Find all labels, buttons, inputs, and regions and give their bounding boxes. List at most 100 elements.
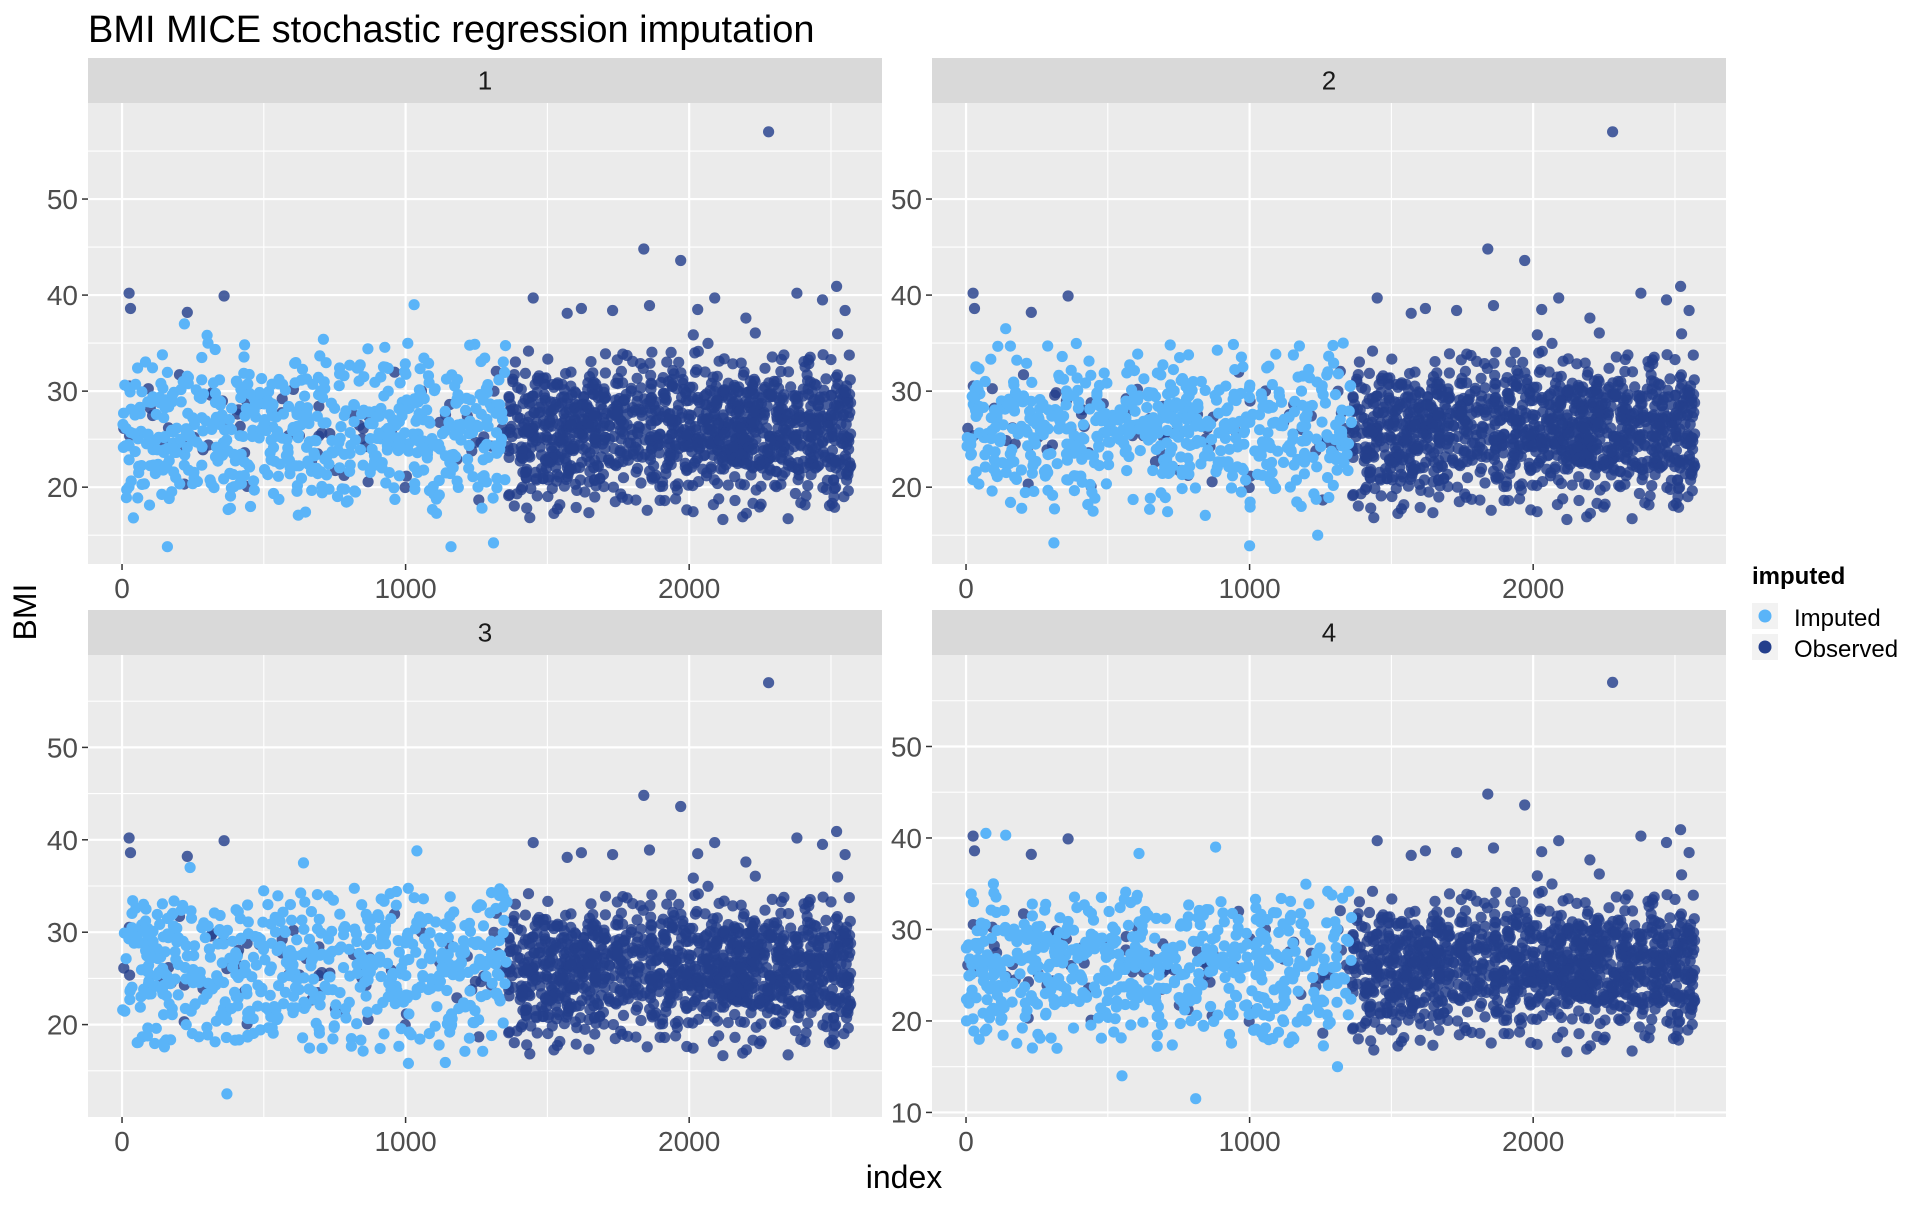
imputed-point	[1321, 369, 1332, 380]
imputed-point	[1278, 457, 1289, 468]
observed-point	[613, 457, 624, 468]
observed-point	[1404, 368, 1415, 379]
imputed-point	[259, 464, 270, 475]
observed-point	[646, 933, 657, 944]
observed-point	[1018, 369, 1029, 380]
observed-point	[1651, 442, 1662, 453]
imputed-point	[1338, 338, 1349, 349]
observed-point	[590, 431, 601, 442]
imputed-point	[1230, 394, 1241, 405]
observed-point	[509, 911, 520, 922]
imputed-point	[1308, 488, 1319, 499]
observed-point	[1627, 513, 1638, 524]
observed-point	[517, 453, 528, 464]
observed-point	[523, 888, 534, 899]
imputed-point	[1068, 390, 1079, 401]
observed-point	[1482, 243, 1493, 254]
observed-point	[1406, 471, 1417, 482]
observed-point	[759, 363, 770, 374]
imputed-point	[1151, 444, 1162, 455]
observed-point	[620, 394, 631, 405]
observed-point	[754, 1038, 765, 1049]
imputed-point	[1244, 540, 1255, 551]
imputed-point	[166, 486, 177, 497]
observed-point	[709, 837, 720, 848]
observed-point	[775, 403, 786, 414]
observed-point	[618, 958, 629, 969]
observed-point	[681, 936, 692, 947]
imputed-point	[962, 432, 973, 443]
observed-point	[1594, 327, 1605, 338]
observed-point	[600, 348, 611, 359]
observed-point	[576, 303, 587, 314]
imputed-point	[1261, 459, 1272, 470]
observed-point	[717, 1050, 728, 1061]
observed-point	[1354, 356, 1365, 367]
observed-point	[1682, 491, 1693, 502]
observed-point	[1585, 458, 1596, 469]
imputed-point	[296, 375, 307, 386]
observed-point	[1441, 403, 1452, 414]
observed-point	[1368, 512, 1379, 523]
observed-point	[775, 943, 786, 954]
imputed-point	[206, 424, 217, 435]
imputed-point	[273, 471, 284, 482]
imputed-point	[488, 537, 499, 548]
observed-point	[840, 387, 851, 398]
imputed-point	[333, 437, 344, 448]
observed-point	[580, 442, 591, 453]
imputed-point	[1120, 396, 1131, 407]
imputed-point	[1026, 396, 1037, 407]
observed-point	[635, 924, 646, 935]
observed-point	[1545, 470, 1556, 481]
imputed-point	[434, 1039, 445, 1050]
y-tick-label: 30	[47, 376, 78, 407]
observed-point	[520, 467, 531, 478]
observed-point	[616, 908, 627, 919]
observed-point	[1421, 414, 1432, 425]
observed-point	[1406, 308, 1417, 319]
observed-point	[1658, 406, 1669, 417]
imputed-point	[163, 401, 174, 412]
observed-point	[645, 450, 656, 461]
imputed-point	[228, 481, 239, 492]
imputed-point	[491, 482, 502, 493]
observed-point	[473, 1031, 484, 1042]
imputed-point	[258, 419, 269, 430]
facet-strip-label: 3	[478, 618, 492, 648]
imputed-point	[208, 377, 219, 388]
imputed-point	[1236, 352, 1247, 363]
imputed-point	[123, 481, 134, 492]
imputed-point	[128, 512, 139, 523]
imputed-point	[251, 399, 262, 410]
observed-point	[661, 357, 672, 368]
observed-point	[597, 944, 608, 955]
observed-point	[543, 1009, 554, 1020]
observed-point	[670, 1018, 681, 1029]
observed-point	[817, 975, 828, 986]
imputed-point	[997, 457, 1008, 468]
observed-point	[528, 947, 539, 958]
imputed-point	[355, 444, 366, 455]
imputed-point	[309, 448, 320, 459]
observed-point	[607, 305, 618, 316]
observed-point	[1415, 502, 1426, 513]
imputed-point	[1322, 432, 1333, 443]
observed-point	[633, 444, 644, 455]
observed-point	[749, 417, 760, 428]
imputed-point	[422, 452, 433, 463]
observed-point	[845, 968, 856, 979]
observed-point	[580, 981, 591, 992]
imputed-point	[196, 374, 207, 385]
observed-point	[659, 1032, 670, 1043]
imputed-point	[1236, 486, 1247, 497]
observed-point	[1643, 462, 1654, 473]
imputed-point	[488, 493, 499, 504]
imputed-point	[202, 330, 213, 341]
imputed-point	[394, 403, 405, 414]
observed-point	[503, 490, 514, 501]
observed-point	[1553, 386, 1564, 397]
imputed-point	[373, 429, 384, 440]
observed-point	[723, 394, 734, 405]
observed-point	[755, 1018, 766, 1029]
